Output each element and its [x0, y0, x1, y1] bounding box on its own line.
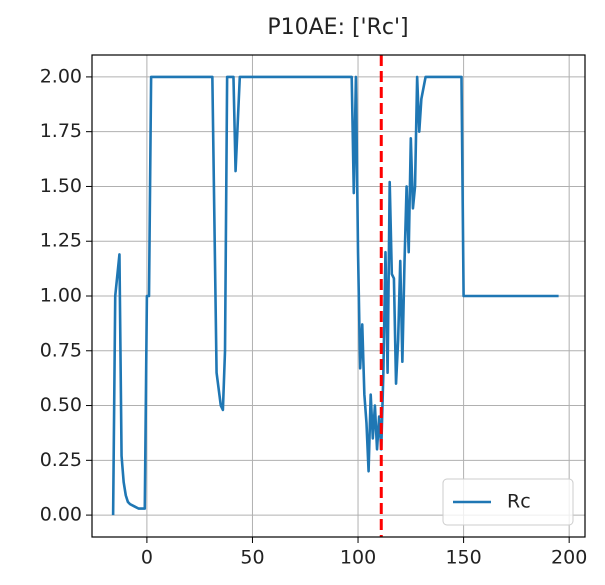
x-tick-label: 150 — [445, 547, 481, 569]
legend-box — [442, 478, 574, 526]
y-tick-label: 1.50 — [40, 175, 82, 197]
data-line — [111, 75, 559, 516]
x-tick-label: 200 — [551, 547, 587, 569]
y-tick-label: 1.00 — [40, 285, 82, 307]
chart-title: P10AE: ['Rc'] — [267, 15, 408, 40]
y-tick-label: 0.00 — [40, 504, 82, 526]
y-tick-label: 0.75 — [40, 339, 82, 361]
x-tick-label: 50 — [240, 547, 264, 569]
y-tick-label: 0.25 — [40, 449, 82, 471]
y-tick-label: 1.75 — [40, 120, 82, 142]
y-tick-label: 2.00 — [40, 65, 82, 87]
y-tick-label: 0.50 — [40, 394, 82, 416]
legend: Rc — [442, 478, 574, 526]
legend-label: Rc — [507, 491, 531, 513]
x-tick-label: 100 — [340, 547, 376, 569]
plot-frame — [91, 54, 586, 538]
y-tick-label: 1.25 — [40, 230, 82, 252]
x-tick-label: 0 — [141, 547, 153, 569]
